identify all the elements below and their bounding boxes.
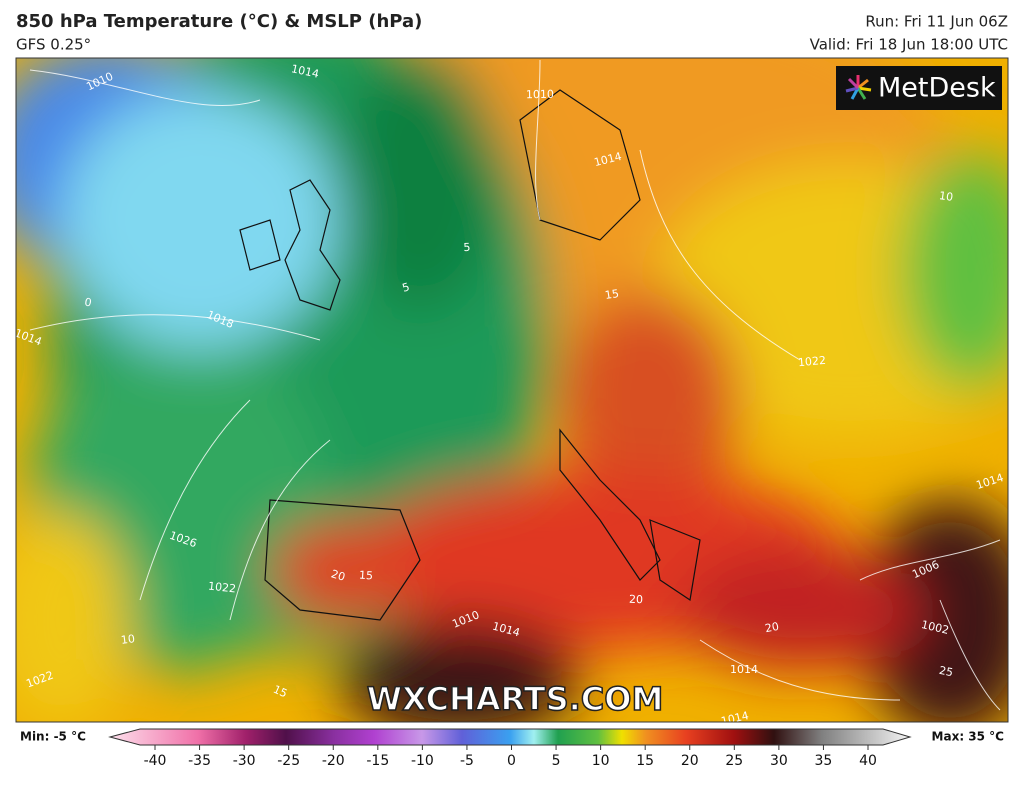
valid-time: Valid: Fri 18 Jun 18:00 UTC	[810, 36, 1008, 54]
run-time: Run: Fri 11 Jun 06Z	[865, 13, 1008, 31]
colorbar-tick-label: 15	[636, 753, 654, 769]
colorbar-tick-label: 35	[815, 753, 833, 769]
contour-label: 1002	[920, 618, 950, 637]
contour-label: 1010	[526, 88, 554, 101]
contour-label: 25	[938, 664, 954, 679]
logo-icon	[845, 75, 872, 100]
contour-label: 1014	[730, 663, 758, 676]
colorbar-tick-label: 25	[725, 753, 743, 769]
colorbar-tick-label: -15	[366, 753, 389, 769]
colorbar-tick-label: -35	[188, 753, 211, 769]
legend-max: Max: 35 °C	[932, 730, 1005, 744]
contour-label: 20	[764, 620, 780, 635]
contour-label: 0	[84, 295, 93, 309]
colorbar-tick-label: 0	[507, 753, 516, 769]
contour-label: 1022	[207, 580, 236, 596]
contour-label: 5	[401, 280, 411, 294]
colorbar-tick-label: 20	[681, 753, 699, 769]
colorbar-tick-label: -30	[233, 753, 256, 769]
colorbar	[108, 728, 912, 746]
legend-min: Min: -5 °C	[20, 730, 86, 744]
colorbar-tick-label: -25	[277, 753, 300, 769]
map: 1010 101410101014101805510141010221014102…	[16, 58, 1008, 722]
colorbar-tick-label: -20	[322, 753, 345, 769]
colorbar-tick-label: 5	[552, 753, 561, 769]
contour-label: 10	[938, 189, 954, 204]
logo-text: MetDesk	[878, 73, 996, 104]
contour-label: 15	[604, 287, 620, 302]
colorbar-tick-label: 10	[592, 753, 610, 769]
contour-label: 1014	[290, 62, 320, 81]
colorbar-tick-label: -10	[411, 753, 434, 769]
contour-label: 5	[463, 241, 471, 254]
contour-label: 10	[120, 632, 135, 647]
contour-label: 20	[330, 567, 347, 584]
colorbar-tick-label: -5	[460, 753, 474, 769]
colorbar-tick-label: -40	[144, 753, 167, 769]
contour-label: 15	[271, 683, 289, 701]
watermark: WXCHARTS.COM	[367, 680, 664, 718]
contour-label: 1022	[797, 354, 826, 369]
contour-label: 15	[359, 569, 374, 583]
subtitle: GFS 0.25°	[16, 36, 91, 54]
colorbar-tick-label: 40	[859, 753, 877, 769]
title: 850 hPa Temperature (°C) & MSLP (hPa)	[16, 11, 422, 32]
colorbar-tick-label: 30	[770, 753, 788, 769]
contour-label: 20	[629, 593, 643, 606]
